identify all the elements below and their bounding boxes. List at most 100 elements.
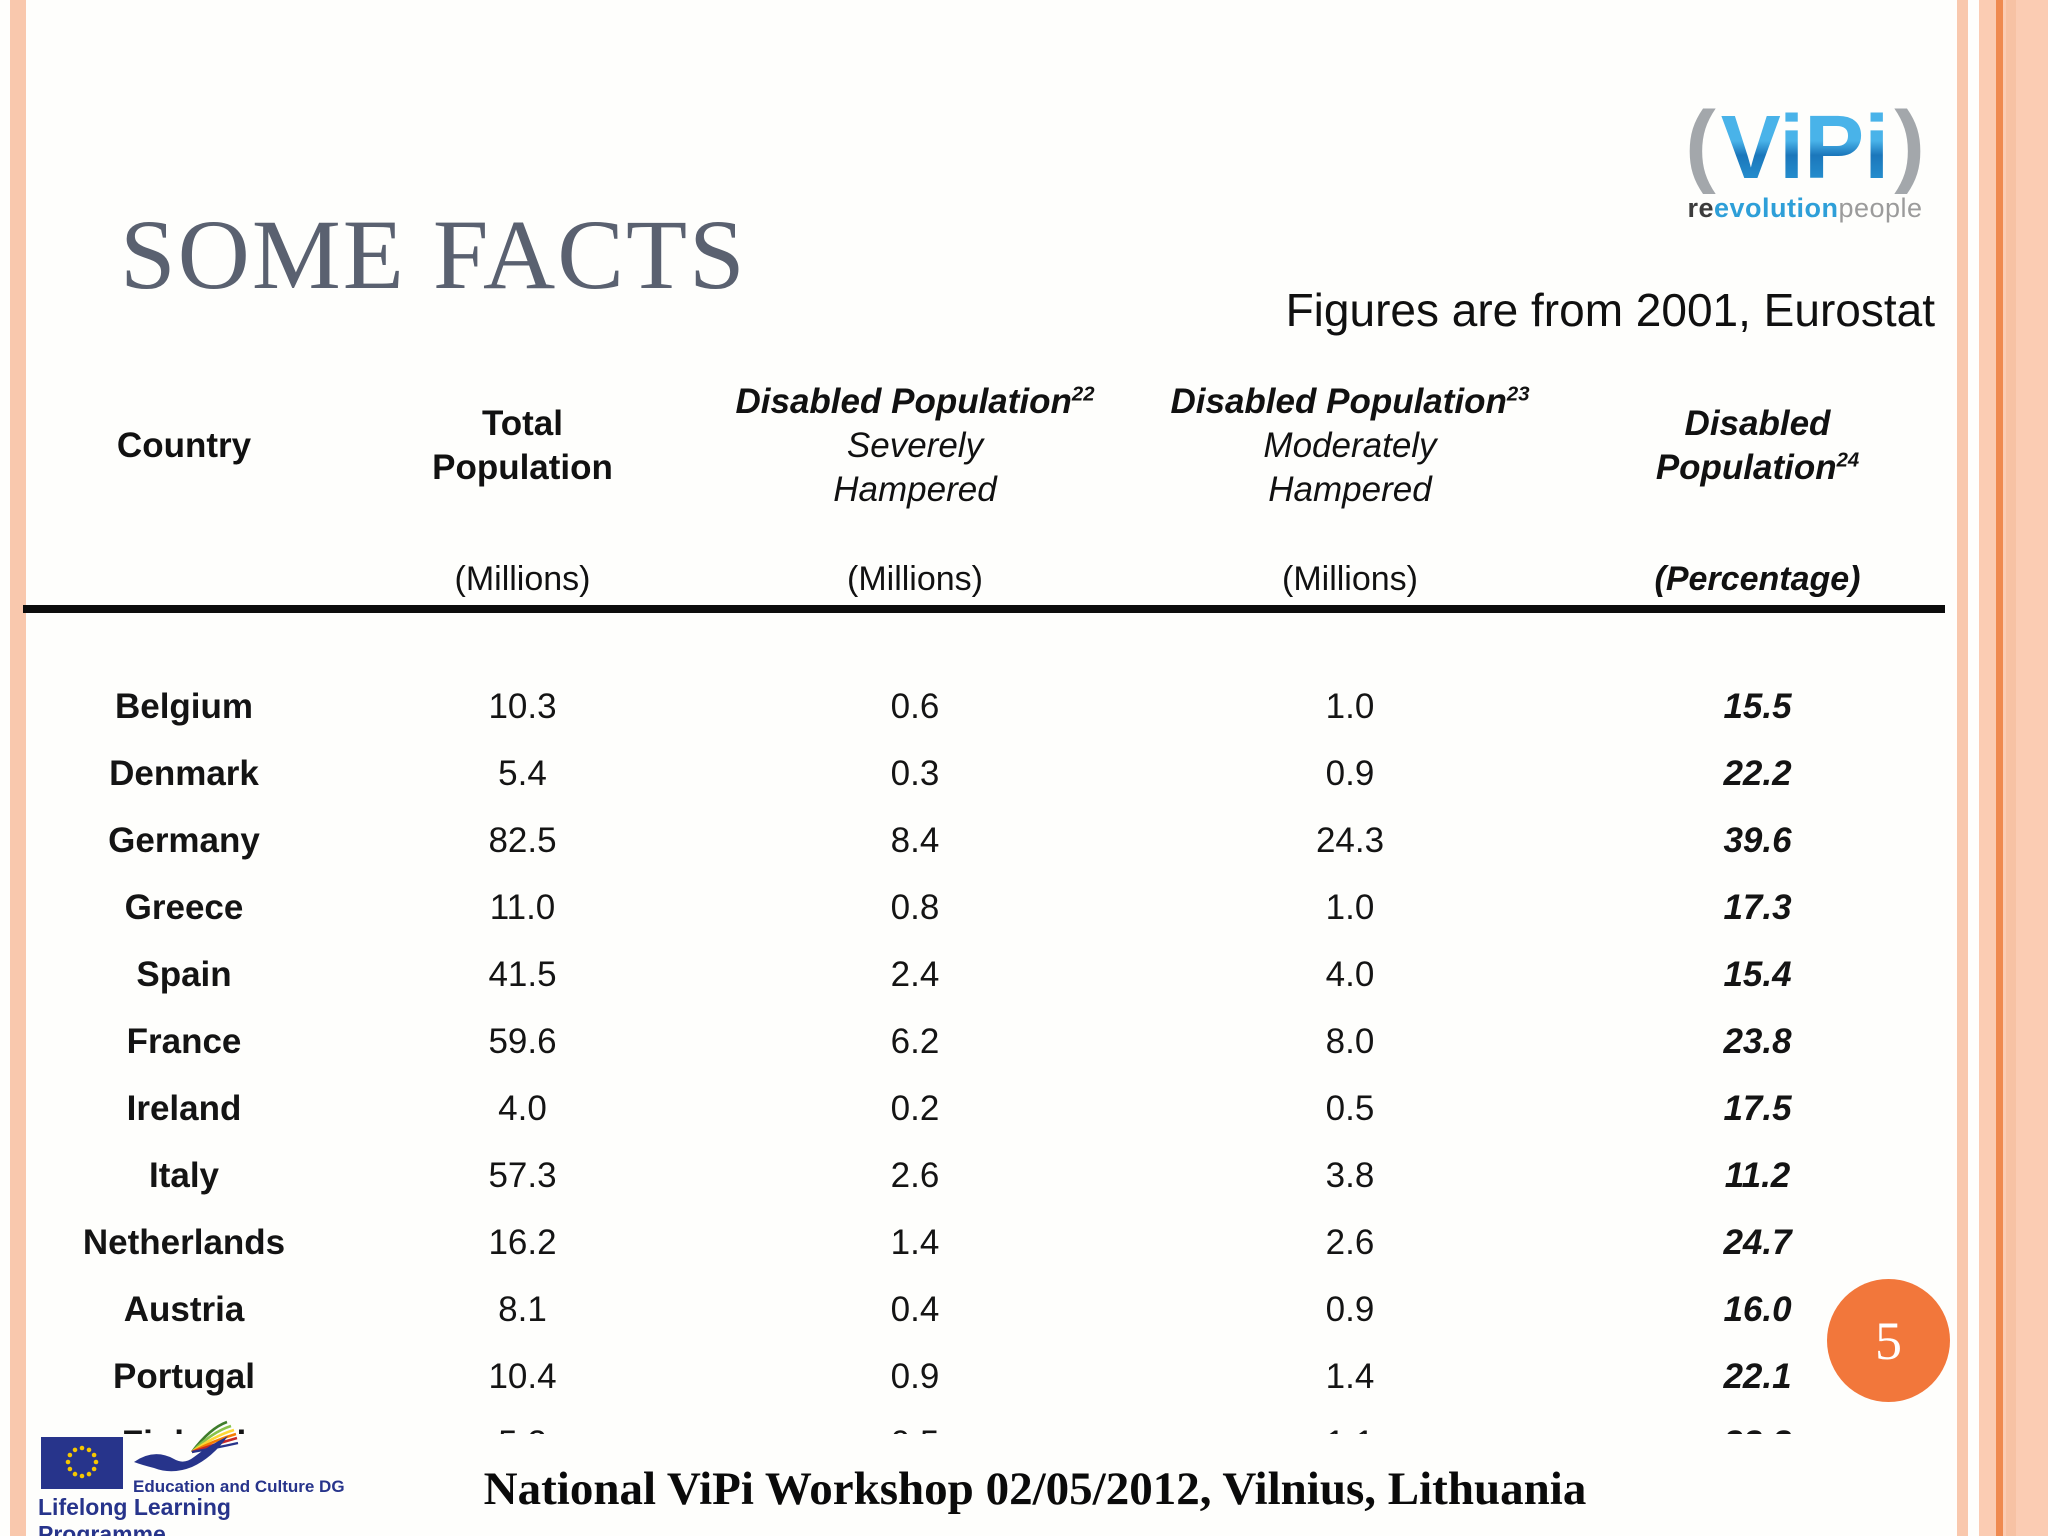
- lifelong-learning-programme-label: Lifelong Learning Programme: [38, 1494, 231, 1536]
- cell-severely-hampered: 0.8: [890, 887, 940, 927]
- table-row: Austria 8.1 0.4 0.9 16.0: [23, 1276, 1945, 1343]
- cell-total-population: 41.5: [488, 954, 557, 994]
- cell-total-population: 57.3: [488, 1155, 557, 1195]
- education-culture-dg-label: Education and Culture DG: [133, 1477, 345, 1496]
- cell-country: Austria: [123, 1289, 245, 1329]
- cell-severely-hampered: 0.6: [890, 686, 940, 726]
- cell-disabled-percentage: 22.1: [1723, 1356, 1792, 1396]
- cell-country: France: [126, 1021, 242, 1061]
- cell-moderately-hampered: 4.0: [1325, 954, 1375, 994]
- cell-moderately-hampered: 0.9: [1325, 1289, 1375, 1329]
- page-title: SOME FACTS: [120, 199, 747, 310]
- col-header-country: Country: [116, 426, 252, 466]
- cell-moderately-hampered: 0.5: [1325, 1088, 1375, 1128]
- table-body: Belgium 10.3 0.6 1.0 15.5 Denmark 5.4 0.…: [23, 613, 1945, 1435]
- vipi-logo: ( ViPi ) reevolutionpeople: [1650, 98, 1960, 224]
- cell-total-population: 4.0: [498, 1088, 547, 1128]
- logo-paren-right-icon: ): [1894, 93, 1925, 195]
- cell-country: Denmark: [109, 753, 259, 793]
- col-header-disabled-percentage: Disabled Population24 (Percentage): [1570, 360, 1945, 605]
- source-note: Figures are from 2001, Eurostat: [1285, 284, 1935, 336]
- cell-disabled-percentage: 22.2: [1723, 753, 1792, 793]
- left-border-stripe: [10, 0, 26, 1536]
- cell-severely-hampered: 1.4: [890, 1222, 940, 1262]
- cell-severely-hampered: 0.3: [890, 753, 940, 793]
- cell-total-population: 5.4: [498, 753, 547, 793]
- cell-total-population: 10.4: [488, 1356, 557, 1396]
- cell-country: Greece: [124, 887, 244, 927]
- cell-total-population: 16.2: [488, 1222, 557, 1262]
- cell-severely-hampered: 2.6: [890, 1155, 940, 1195]
- cell-disabled-percentage: 15.4: [1723, 954, 1792, 994]
- vipi-logo-wordmark: ( ViPi ): [1650, 98, 1960, 198]
- cell-severely-hampered: 0.9: [890, 1356, 940, 1396]
- cell-total-population: 11.0: [489, 887, 556, 927]
- table-row: Italy 57.3 2.6 3.8 11.2: [23, 1142, 1945, 1209]
- cell-severely-hampered: 2.4: [890, 954, 940, 994]
- cell-disabled-percentage: 24.7: [1723, 1222, 1792, 1262]
- vipi-logo-tagline: reevolutionpeople: [1650, 193, 1960, 224]
- table-row: Portugal 10.4 0.9 1.4 22.1: [23, 1343, 1945, 1410]
- cell-total-population: 10.3: [488, 686, 557, 726]
- col-header-severely-hampered: Disabled Population22 Severely Hampered …: [700, 360, 1130, 605]
- cell-disabled-percentage: 32.2: [1570, 1410, 1945, 1435]
- cell-total-population: 59.6: [488, 1021, 557, 1061]
- cell-moderately-hampered: 8.0: [1325, 1021, 1375, 1061]
- table-row: Finland 5.2 0.5 1.1 32.2: [23, 1410, 1945, 1435]
- cell-disabled-percentage: 23.8: [1723, 1021, 1792, 1061]
- logo-paren-left-icon: (: [1685, 93, 1716, 195]
- col-unit-moderately-hampered: (Millions): [1282, 560, 1418, 598]
- right-border-accent-line: [1996, 0, 2003, 1536]
- tagline-evolution: evolution: [1713, 193, 1839, 223]
- col-header-total-population: Total Population (Millions): [345, 360, 700, 605]
- table-row: France 59.6 6.2 8.0 23.8: [23, 1008, 1945, 1075]
- tagline-people: people: [1838, 193, 1923, 223]
- table-row: Germany 82.5 8.4 24.3 39.6: [23, 807, 1945, 874]
- col-unit-disabled-percentage: (Percentage): [1654, 560, 1861, 598]
- table-row: Netherlands 16.2 1.4 2.6 24.7: [23, 1209, 1945, 1276]
- right-border-stripe-thin: [1957, 0, 1968, 1536]
- table-row: Greece 11.0 0.8 1.0 17.3: [23, 874, 1945, 941]
- table-header-row: Country Total Population (Millions) Disa…: [23, 360, 1945, 605]
- cell-country: Finland: [23, 1410, 345, 1435]
- cell-moderately-hampered: 0.9: [1325, 753, 1375, 793]
- cell-total-population: 82.5: [488, 820, 557, 860]
- page-number-badge: 5: [1827, 1279, 1950, 1402]
- cell-disabled-percentage: 16.0: [1723, 1289, 1792, 1329]
- table-header-divider: [23, 605, 1945, 613]
- cell-severely-hampered: 6.2: [890, 1021, 940, 1061]
- cell-total-population: 8.1: [498, 1289, 547, 1329]
- footer-text: National ViPi Workshop 02/05/2012, Vilni…: [483, 1463, 1587, 1515]
- education-culture-dg-bird-icon: [134, 1420, 239, 1472]
- tagline-re: re: [1687, 193, 1714, 223]
- cell-disabled-percentage: 39.6: [1723, 820, 1792, 860]
- eu-flag-icon: [41, 1437, 123, 1489]
- cell-disabled-percentage: 17.3: [1723, 887, 1792, 927]
- cell-disabled-percentage: 17.5: [1723, 1088, 1792, 1128]
- cell-country: Netherlands: [82, 1222, 286, 1262]
- cell-moderately-hampered: 24.3: [1315, 820, 1385, 860]
- cell-severely-hampered: 0.5: [700, 1410, 1130, 1435]
- table-row: Denmark 5.4 0.3 0.9 22.2: [23, 740, 1945, 807]
- cell-moderately-hampered: 1.0: [1325, 686, 1375, 726]
- table-row: Spain 41.5 2.4 4.0 15.4: [23, 941, 1945, 1008]
- col-unit-severely-hampered: (Millions): [847, 560, 983, 598]
- cell-severely-hampered: 8.4: [890, 820, 940, 860]
- table-row: Ireland 4.0 0.2 0.5 17.5: [23, 1075, 1945, 1142]
- cell-severely-hampered: 0.2: [890, 1088, 940, 1128]
- cell-total-population: 5.2: [345, 1410, 700, 1435]
- right-border-inner-shade: [2006, 0, 2016, 1536]
- cell-moderately-hampered: 1.0: [1325, 887, 1375, 927]
- cell-country: Italy: [148, 1155, 220, 1195]
- cell-country: Belgium: [114, 686, 254, 726]
- col-unit-total-population: (Millions): [454, 560, 591, 598]
- cell-disabled-percentage: 11.2: [1724, 1155, 1791, 1195]
- cell-moderately-hampered: 2.6: [1325, 1222, 1375, 1262]
- cell-moderately-hampered: 3.8: [1325, 1155, 1375, 1195]
- cell-country: Portugal: [113, 1356, 255, 1396]
- cell-moderately-hampered: 1.1: [1130, 1410, 1570, 1435]
- facts-table: Country Total Population (Millions) Disa…: [23, 360, 1945, 1434]
- cell-disabled-percentage: 15.5: [1723, 686, 1792, 726]
- cell-country: Germany: [108, 820, 260, 860]
